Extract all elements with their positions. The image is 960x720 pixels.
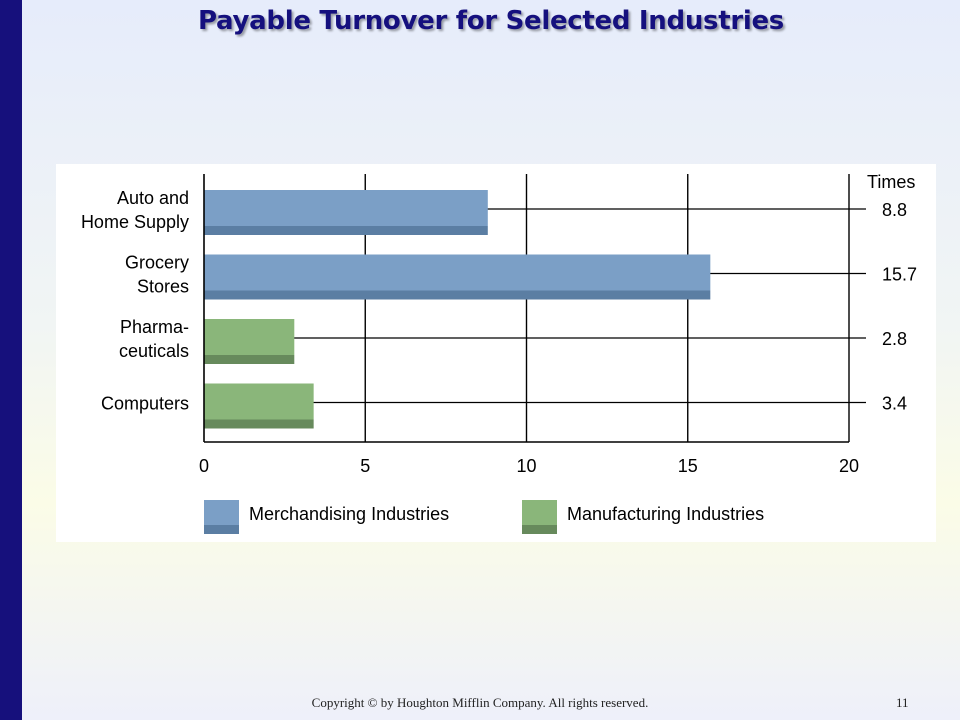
legend-swatch-shade bbox=[204, 525, 239, 534]
category-label: ceuticals bbox=[119, 341, 189, 361]
footer-copyright: Copyright © by Houghton Mifflin Company.… bbox=[311, 695, 649, 710]
bar bbox=[204, 319, 295, 355]
category-label: Stores bbox=[137, 277, 189, 297]
value-label: 8.8 bbox=[882, 200, 907, 220]
legend-label: Manufacturing Industries bbox=[567, 504, 764, 524]
legend-label: Merchandising Industries bbox=[249, 504, 449, 524]
bar-chart: Auto and Home Supply 8.8 Grocery Stores 15.7 P… bbox=[81, 172, 917, 534]
value-label: 2.8 bbox=[882, 329, 907, 349]
category-label: Computers bbox=[101, 394, 189, 414]
chart-panel: Auto and Home Supply 8.8 Grocery Stores 15.7 P… bbox=[56, 164, 936, 542]
category-label: Grocery bbox=[125, 253, 189, 273]
value-header: Times bbox=[867, 172, 915, 192]
legend-swatch-shade bbox=[522, 525, 557, 534]
bar-shade bbox=[204, 419, 314, 429]
value-label: 15.7 bbox=[882, 265, 917, 285]
category-label: Auto and bbox=[117, 188, 189, 208]
category-label: Home Supply bbox=[81, 212, 189, 232]
value-label: 3.4 bbox=[882, 394, 907, 414]
legend-swatch bbox=[204, 500, 239, 525]
bar bbox=[204, 190, 488, 226]
page-number: 11 bbox=[896, 695, 909, 710]
legend-swatch bbox=[522, 500, 557, 525]
x-tick-label: 15 bbox=[678, 456, 698, 476]
category-label: Pharma- bbox=[120, 317, 189, 337]
x-tick-label: 20 bbox=[839, 456, 859, 476]
bar bbox=[204, 383, 314, 420]
x-tick-label: 0 bbox=[199, 456, 209, 476]
x-tick-label: 10 bbox=[516, 456, 536, 476]
slide-title: Payable Turnover for Selected Industries bbox=[198, 6, 784, 36]
bar-shade bbox=[204, 290, 711, 300]
bar-shade bbox=[204, 355, 295, 364]
bar bbox=[204, 254, 711, 291]
x-tick-label: 5 bbox=[360, 456, 370, 476]
bar-shade bbox=[204, 226, 488, 235]
left-accent-bar bbox=[0, 0, 22, 720]
